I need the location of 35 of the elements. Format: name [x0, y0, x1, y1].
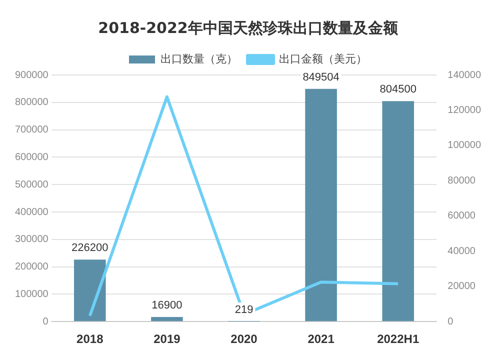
x-tick-label: 2022H1: [377, 332, 420, 346]
y-tick-label: 100000: [14, 288, 49, 300]
bar: [305, 88, 337, 322]
y-tick-label: 200000: [14, 262, 49, 273]
y-tick-label: 300000: [14, 234, 49, 246]
legend-label: 出口金额（美元）: [279, 52, 367, 66]
bar: [382, 101, 414, 322]
y-tick-label: 900000: [14, 70, 49, 81]
data-label: 849504: [302, 71, 340, 84]
data-label: 804500: [380, 84, 416, 96]
legend-label: 出口数量（克）: [160, 52, 238, 66]
data-label: 16900: [152, 300, 182, 312]
x-tick-label: 2020: [230, 332, 258, 346]
y2-tick-label: 140000: [448, 70, 482, 81]
y-tick-label: 500000: [14, 179, 49, 190]
y-tick-label: 600000: [14, 152, 49, 163]
data-label: 219: [234, 304, 254, 316]
y2-tick-label: 40000: [448, 246, 476, 257]
y2-tick-label: 80000: [448, 175, 476, 186]
y-tick-label: 0: [42, 316, 49, 328]
y2-tick-label: 20000: [448, 281, 476, 292]
y2-tick-label: 120000: [448, 104, 482, 116]
y-tick-label: 800000: [14, 97, 49, 108]
bar: [74, 260, 106, 322]
x-tick-label: 2019: [154, 332, 181, 346]
chart-title: 2018-2022年中国天然珍珠出口数量及金额: [98, 18, 399, 37]
data-label: 226200: [72, 242, 108, 254]
y2-tick-label: 100000: [448, 140, 482, 152]
y-tick-label: 700000: [14, 124, 49, 136]
x-tick-label: 2018: [76, 332, 104, 346]
x-tick-label: 2021: [308, 332, 335, 346]
y2-tick-label: 60000: [448, 210, 476, 222]
y2-tick-label: 0: [448, 316, 454, 328]
bar: [151, 316, 183, 322]
y-tick-label: 400000: [14, 206, 49, 218]
